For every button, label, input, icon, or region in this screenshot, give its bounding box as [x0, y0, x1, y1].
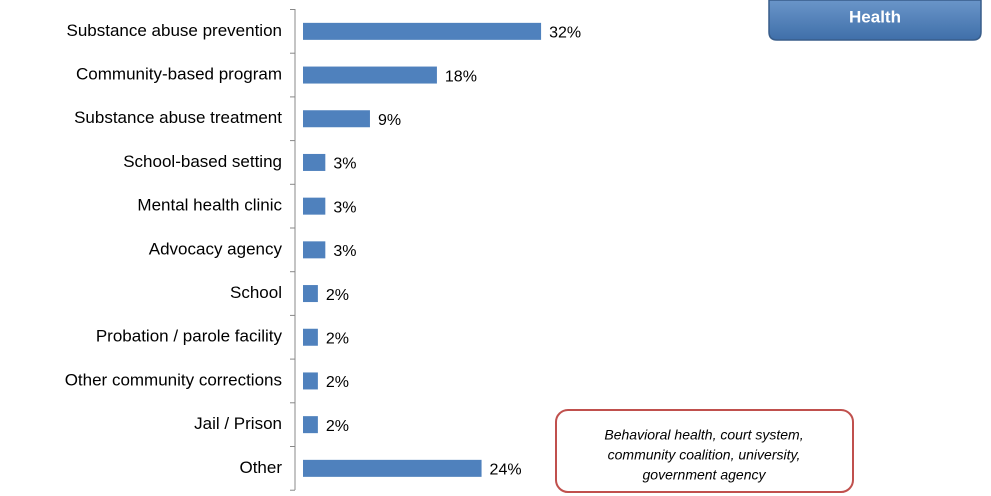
- y-tick-label: Other: [239, 458, 282, 477]
- data-label: 24%: [490, 462, 522, 479]
- y-tick-label: Advocacy agency: [149, 239, 283, 258]
- y-tick-label: Community-based program: [76, 65, 282, 84]
- y-tick-label: Substance abuse prevention: [67, 21, 283, 40]
- button-label[interactable]: Health: [849, 7, 901, 26]
- y-tick-label: Other community corrections: [65, 370, 282, 389]
- data-label: 3%: [333, 156, 356, 173]
- data-label: 9%: [378, 112, 401, 129]
- data-label: 3%: [333, 243, 356, 260]
- y-tick-label: Mental health clinic: [137, 196, 282, 215]
- annotation-box: [555, 409, 854, 493]
- data-label: 32%: [549, 25, 581, 42]
- data-label: 2%: [326, 374, 349, 391]
- y-tick-label: School: [230, 283, 282, 302]
- y-tick-label: Jail / Prison: [194, 414, 282, 433]
- bar: [303, 197, 326, 215]
- data-label: 3%: [333, 199, 356, 216]
- data-label: 2%: [326, 287, 349, 304]
- nav-button[interactable]: Health: [768, 0, 982, 41]
- button-shape[interactable]: [768, 0, 982, 41]
- bar: [303, 241, 326, 259]
- bar: [303, 328, 318, 346]
- data-label: 18%: [445, 68, 477, 85]
- bar: [303, 153, 326, 171]
- data-label: 2%: [326, 418, 349, 435]
- bar: [303, 459, 482, 477]
- y-tick-label: Probation / parole facility: [96, 327, 283, 346]
- annotation-text: Behavioral health, court system,: [604, 427, 803, 443]
- bar: [303, 285, 318, 303]
- bar: [303, 416, 318, 434]
- bar: [303, 22, 542, 40]
- bar: [303, 372, 318, 390]
- annotation-text: government agency: [643, 467, 767, 483]
- bar: [303, 66, 437, 84]
- annotation-text: community coalition, university,: [608, 447, 801, 463]
- y-tick-label: Substance abuse treatment: [74, 108, 282, 127]
- y-tick-label: School-based setting: [123, 152, 282, 171]
- bar: [303, 110, 370, 128]
- data-label: 2%: [326, 330, 349, 347]
